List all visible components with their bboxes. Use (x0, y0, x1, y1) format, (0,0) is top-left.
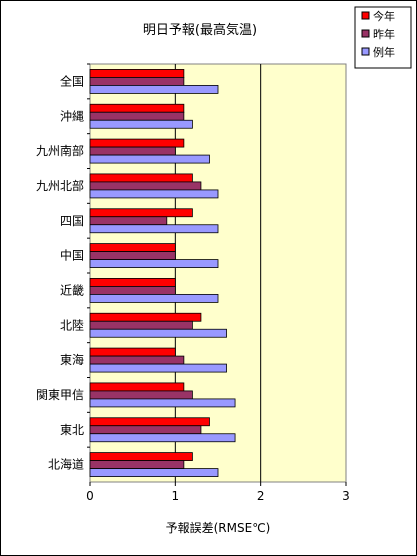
x-tick-label: 0 (86, 489, 94, 503)
plot-area (89, 63, 347, 483)
bar (89, 320, 193, 330)
bar (89, 417, 210, 427)
bar (89, 208, 193, 218)
bar (89, 425, 202, 435)
bar (89, 382, 185, 392)
bar (89, 69, 185, 78)
bar (89, 154, 210, 164)
grid-lines (174, 64, 262, 482)
bar (89, 398, 236, 408)
bars (89, 69, 236, 477)
legend-label: 今年 (373, 9, 395, 23)
bar (89, 363, 227, 373)
legend-swatch (361, 29, 370, 38)
x-tick-labels: 0 1 2 3 (86, 482, 350, 503)
category-label: 四国 (60, 214, 84, 228)
bar (89, 119, 193, 129)
bar (89, 138, 185, 148)
category-label: 関東甲信 (36, 388, 84, 402)
x-tick-label: 1 (172, 489, 180, 503)
bar (89, 468, 219, 477)
category-label: 東海 (60, 352, 84, 367)
bar (89, 243, 176, 252)
bar (89, 312, 202, 322)
legend-swatch (361, 47, 370, 56)
x-axis-label: 予報誤差(RMSE℃) (166, 520, 271, 535)
bar (89, 460, 185, 469)
x-tick-label: 2 (257, 489, 265, 503)
chart-title: 明日予報(最高気温) (143, 22, 257, 38)
bar (89, 224, 219, 234)
bar (89, 286, 176, 295)
bar (89, 189, 219, 199)
bar (89, 146, 176, 156)
bar (89, 173, 193, 183)
bar (89, 328, 227, 338)
category-label: 沖縄 (60, 108, 84, 123)
legend-label: 例年 (373, 45, 395, 59)
category-label: 九州北部 (36, 178, 84, 193)
bar (89, 181, 202, 191)
bar (89, 103, 185, 113)
category-label: 東北 (60, 423, 84, 437)
bar (89, 216, 168, 226)
legend-swatch (361, 11, 370, 20)
bar (89, 259, 219, 268)
bar (89, 355, 185, 365)
bar (89, 77, 185, 86)
legend-label: 昨年 (373, 27, 395, 41)
bar (89, 452, 193, 461)
category-label: 中国 (60, 248, 84, 263)
bar (89, 433, 236, 443)
x-tick-label: 3 (342, 489, 350, 503)
bar (89, 294, 219, 303)
bar (89, 85, 219, 94)
bar (89, 278, 176, 287)
category-label: 近畿 (60, 283, 84, 297)
bar (89, 111, 185, 121)
category-label: 北陸 (60, 318, 84, 332)
category-label: 全国 (60, 73, 84, 88)
bar (89, 347, 176, 357)
category-label: 北海道 (48, 457, 84, 472)
bar (89, 390, 193, 400)
bar (89, 251, 176, 260)
category-label: 九州南部 (36, 143, 84, 158)
